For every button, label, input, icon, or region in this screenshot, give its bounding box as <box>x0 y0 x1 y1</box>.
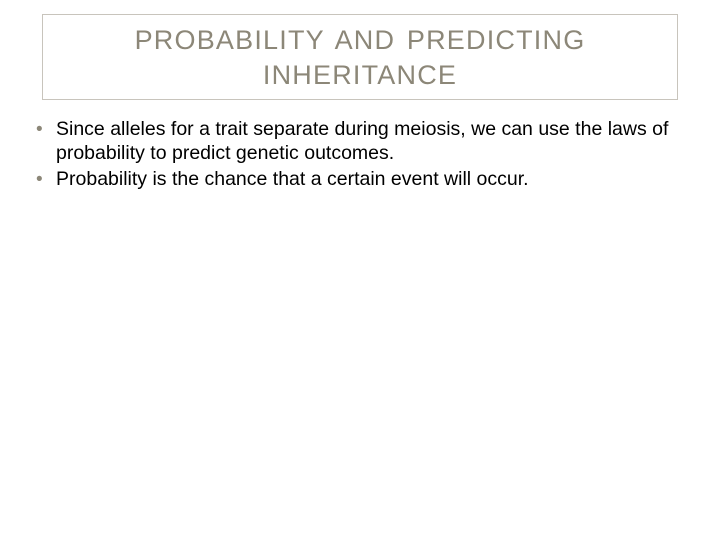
list-item: Probability is the chance that a certain… <box>32 168 688 192</box>
title-region: PROBABILITY AND PREDICTING INHERITANCE <box>42 14 678 100</box>
bullet-list: Since alleles for a trait separate durin… <box>32 118 688 191</box>
list-item: Since alleles for a trait separate durin… <box>32 118 688 166</box>
slide-container: PROBABILITY AND PREDICTING INHERITANCE S… <box>0 0 720 540</box>
body-region: Since alleles for a trait separate durin… <box>32 118 688 193</box>
slide-title: PROBABILITY AND PREDICTING INHERITANCE <box>71 23 649 93</box>
